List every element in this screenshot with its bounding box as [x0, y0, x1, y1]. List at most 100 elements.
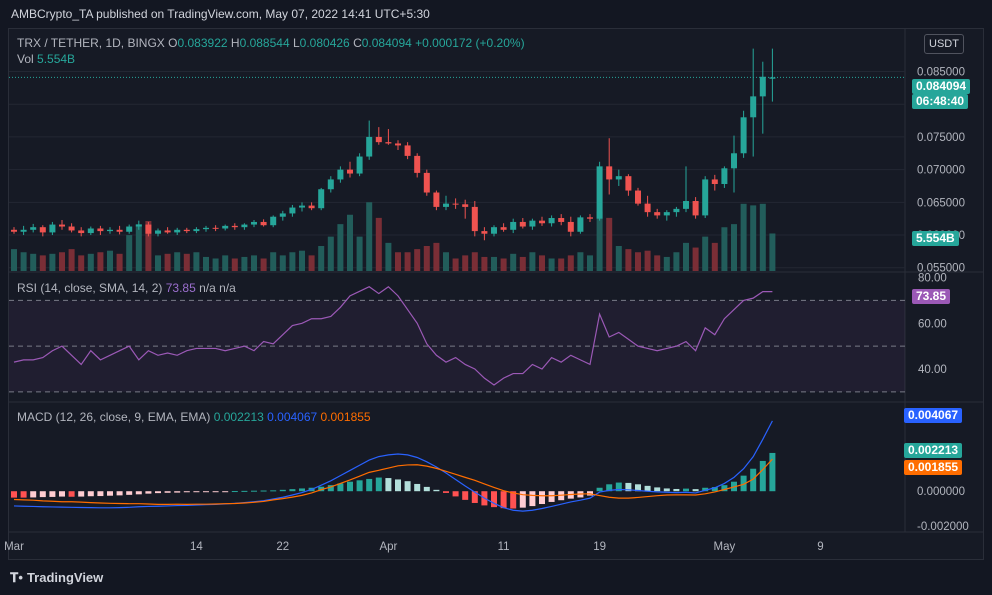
- low-value: 0.080426: [299, 36, 350, 50]
- candle-body: [347, 169, 353, 174]
- volume-legend: Vol 5.554B: [17, 52, 75, 66]
- candle-body: [68, 226, 75, 231]
- volume-bar: [299, 250, 305, 271]
- volume-bar: [769, 233, 776, 271]
- candle-body: [126, 226, 133, 232]
- volume-bar: [491, 256, 497, 271]
- volume-badge: 5.554B: [912, 231, 959, 246]
- macd-label: MACD (12, 26, close, 9, EMA, EMA): [17, 410, 211, 424]
- candle-body: [59, 224, 65, 227]
- volume-bar: [443, 252, 449, 271]
- macd-histogram-bar: [491, 491, 497, 508]
- candle-body: [135, 224, 142, 227]
- macd-histogram-bar: [193, 491, 200, 493]
- macd-histogram-bar: [97, 491, 104, 497]
- macd-histogram-bar: [318, 486, 325, 492]
- macd-histogram-bar: [644, 485, 651, 492]
- volume-bar: [308, 255, 315, 271]
- macd-histogram-bar: [423, 486, 430, 492]
- candle-body: [164, 230, 171, 233]
- volume-bar: [39, 255, 46, 271]
- macd-histogram-bar: [260, 490, 267, 492]
- volume-bar: [337, 224, 344, 271]
- candle-body: [539, 220, 545, 224]
- volume-bar: [231, 258, 238, 271]
- volume-bar: [49, 253, 56, 271]
- macd-histogram-bar: [20, 491, 27, 498]
- candle-body: [299, 205, 305, 208]
- macd-histogram-bar: [327, 485, 334, 492]
- volume-bar: [68, 249, 75, 271]
- macd-histogram-bar: [183, 491, 190, 493]
- macd-histogram-bar: [337, 483, 344, 492]
- volume-bar: [539, 255, 545, 271]
- volume-bar: [395, 252, 401, 271]
- volume-bar: [529, 252, 536, 271]
- volume-bar: [452, 258, 459, 271]
- candle-body: [462, 204, 469, 207]
- macd-histogram-bar: [615, 482, 622, 492]
- candle-body: [731, 153, 737, 169]
- time-tick-label: 11: [498, 541, 510, 553]
- rsi-label: RSI (14, close, SMA, 14, 2): [17, 281, 163, 295]
- candle-body: [721, 168, 728, 185]
- volume-bar: [11, 249, 17, 271]
- candle-body: [673, 208, 680, 213]
- volume-bar: [433, 242, 440, 271]
- candle-body: [356, 156, 363, 174]
- volume-bar: [347, 214, 353, 271]
- macd-histogram-bar: [203, 491, 209, 493]
- tradingview-footer[interactable]: 𝐓• TradingView: [10, 570, 103, 586]
- macd-histogram-bar: [654, 487, 661, 492]
- macd-histogram-bar: [385, 478, 392, 492]
- candle-body: [471, 206, 478, 232]
- macd-signal-badge: 0.001855: [904, 460, 963, 475]
- candle-body: [116, 229, 123, 232]
- candle-body: [395, 143, 401, 146]
- volume-bar: [462, 255, 469, 271]
- candle-body: [337, 169, 344, 180]
- macd-histogram-bar: [721, 485, 728, 492]
- time-tick-label: Apr: [379, 541, 397, 553]
- macd-histogram-bar: [433, 489, 440, 492]
- price-tick-label: 0.070000: [917, 165, 965, 177]
- macd-histogram-bar: [270, 490, 277, 492]
- macd-histogram-bar: [711, 487, 718, 492]
- macd-histogram-bar: [347, 481, 353, 492]
- macd-histogram-bar: [606, 484, 613, 492]
- time-tick-label: 19: [593, 541, 606, 553]
- volume-bar: [241, 256, 248, 271]
- macd-histogram-bar: [404, 481, 411, 492]
- volume-bar: [385, 242, 392, 271]
- volume-bar: [414, 249, 421, 271]
- candle-body: [279, 213, 286, 217]
- time-tick-label: 22: [276, 541, 289, 553]
- volume-bar: [500, 258, 507, 271]
- volume-bar: [164, 253, 171, 271]
- volume-bar: [731, 224, 737, 271]
- volume-bar: [510, 253, 517, 271]
- change-value: +0.000172 (+0.20%): [415, 36, 525, 50]
- macd-histogram-bar: [740, 475, 747, 492]
- volume-bar: [606, 217, 613, 271]
- candle-body: [529, 220, 536, 227]
- volume-bar: [615, 246, 622, 271]
- candle-body: [683, 201, 689, 209]
- volume-bar: [59, 252, 65, 271]
- macd-histogram-bar: [251, 490, 257, 492]
- volume-bar: [327, 236, 334, 271]
- macd-histogram-bar: [414, 483, 421, 492]
- volume-bar: [126, 235, 133, 271]
- macd-signal-line: [13, 458, 773, 505]
- candle-body: [212, 227, 219, 229]
- macd-histogram-bar: [78, 491, 85, 497]
- macd-histogram-bar: [539, 491, 545, 505]
- currency-unit-button[interactable]: USDT: [924, 34, 964, 54]
- candle-body: [452, 203, 459, 205]
- chart-frame[interactable]: [8, 28, 984, 560]
- macd-line-badge: 0.004067: [904, 408, 963, 423]
- macd-histogram-bar: [443, 491, 449, 493]
- candle-body: [644, 203, 651, 213]
- volume-bar: [174, 252, 181, 271]
